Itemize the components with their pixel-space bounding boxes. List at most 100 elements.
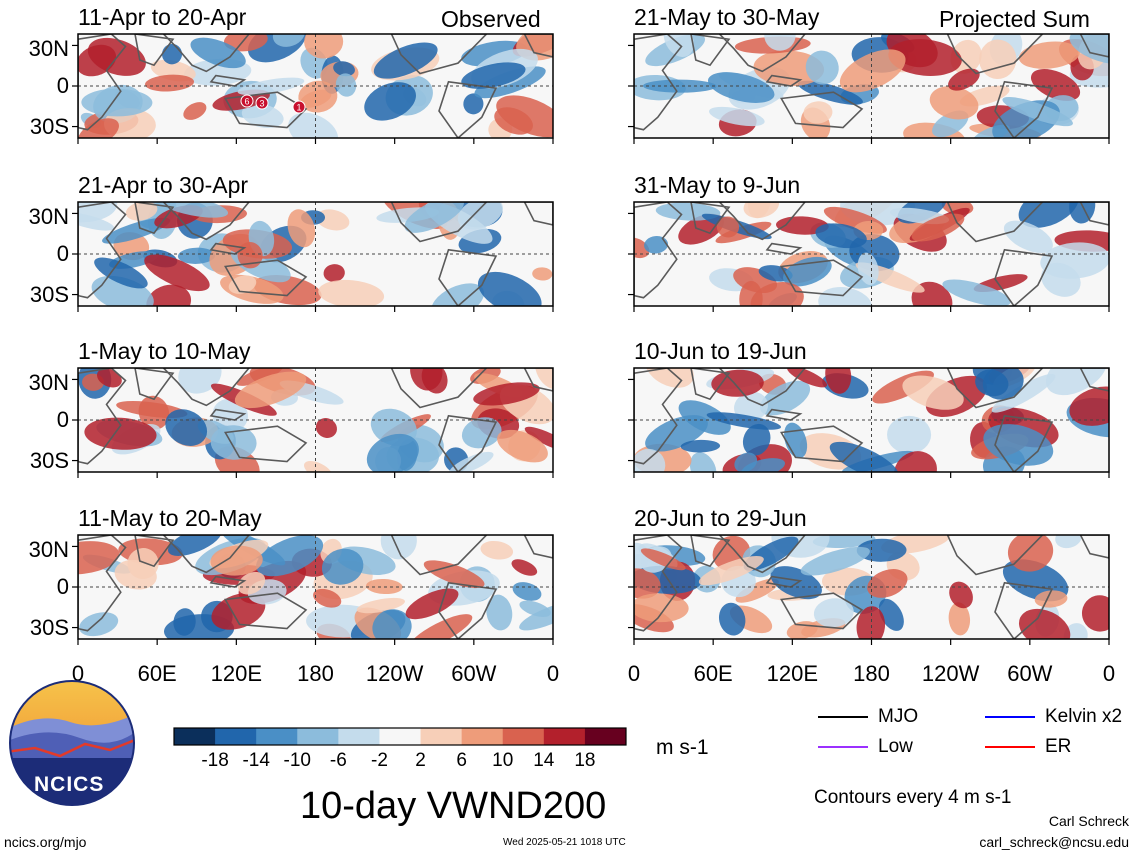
- main-title: 10-day VWND200: [300, 785, 607, 827]
- anomaly-blob: [825, 368, 852, 394]
- anomaly-blob: [640, 548, 686, 571]
- anomaly-blob: [234, 371, 307, 409]
- map-panel-3: [72, 367, 554, 478]
- anomaly-blob: [496, 95, 553, 138]
- anomaly-blob: [867, 569, 908, 598]
- colorbar-swatch: [297, 728, 339, 745]
- lon-label: 60E: [137, 661, 177, 686]
- anomaly-blob: [764, 34, 796, 51]
- anomaly-blob: [78, 202, 118, 223]
- anomaly-blob: [287, 209, 316, 248]
- lon-label: 60W: [1007, 661, 1053, 686]
- coastline: [523, 202, 553, 226]
- coastline: [946, 535, 1044, 576]
- map-panel-4: [72, 534, 554, 645]
- lat-label: 30N: [28, 370, 69, 395]
- map-panel-2: [72, 201, 554, 312]
- legend-kelvin-label: Kelvin x2: [1045, 706, 1123, 727]
- footer-email[interactable]: carl_schreck@ncsu.edu: [979, 834, 1129, 850]
- anomaly-blob: [734, 391, 768, 422]
- footer-url[interactable]: ncics.org/mjo: [4, 834, 87, 850]
- colorbar-swatch: [502, 728, 545, 745]
- anomaly-blob: [197, 419, 234, 444]
- anomaly-blob: [979, 39, 1017, 80]
- anomaly-blob: [313, 588, 342, 608]
- anomaly-blob: [948, 602, 971, 636]
- colorbar-tick-label: 6: [456, 750, 467, 771]
- anomaly-blob: [1018, 202, 1079, 228]
- anomaly-blob: [356, 597, 405, 614]
- map-panel-7: [628, 367, 1110, 478]
- coastline: [390, 202, 488, 243]
- coastline: [634, 202, 683, 299]
- panel-title: 11-Apr to 20-Apr: [78, 4, 247, 30]
- anomaly-blob: [634, 448, 666, 472]
- colorbar-tick-label: -18: [201, 750, 229, 771]
- anomaly-blob: [532, 267, 553, 281]
- coastline: [438, 581, 498, 639]
- coastline: [162, 202, 251, 241]
- coastline: [634, 34, 683, 131]
- anomaly-blob: [405, 588, 459, 620]
- anomaly-blob: [423, 560, 485, 589]
- anomaly-blob: [372, 609, 412, 639]
- colorbar-swatch: [461, 728, 504, 745]
- colorbar-tick-label: -6: [329, 750, 347, 771]
- contour-note: Contours every 4 m s-1: [814, 787, 1012, 808]
- anomaly-blob: [178, 368, 222, 394]
- coastline: [994, 581, 1054, 639]
- anomaly-blob: [911, 213, 965, 242]
- anomaly-blob: [288, 112, 339, 138]
- legend-er-label: ER: [1045, 736, 1072, 757]
- coastline: [162, 368, 251, 407]
- colorbar-swatch: [256, 728, 298, 745]
- anomaly-blob: [759, 380, 811, 416]
- storm-marker: [292, 100, 306, 114]
- anomaly-blob: [315, 418, 337, 438]
- anomaly-blob: [929, 86, 979, 120]
- anomaly-blob: [145, 74, 195, 92]
- storm-marker-label: 1: [296, 103, 301, 113]
- legend-mjo-label: MJO: [878, 706, 919, 727]
- anomaly-blob: [742, 423, 771, 456]
- anomaly-blob: [463, 93, 484, 115]
- coastline: [134, 202, 175, 235]
- anomaly-blob: [1002, 96, 1073, 127]
- anomaly-blob: [839, 49, 906, 93]
- anomaly-blob: [304, 34, 344, 59]
- anomaly-blob: [734, 452, 758, 472]
- coastline: [718, 535, 807, 574]
- anomaly-blob: [461, 417, 502, 449]
- anomaly-blob: [102, 217, 171, 244]
- coastline: [718, 202, 807, 241]
- panel-title: 1-May to 10-May: [78, 338, 251, 364]
- anomaly-blob: [856, 538, 907, 562]
- anomaly-blob: [241, 103, 284, 128]
- coastline: [994, 248, 1054, 306]
- coastline: [946, 368, 1044, 409]
- anomaly-blob: [644, 236, 669, 254]
- anomaly-blob: [1063, 623, 1088, 639]
- coastline: [162, 535, 251, 574]
- lat-label: 30N: [28, 36, 69, 61]
- anomaly-blob: [991, 374, 1056, 413]
- coastline: [946, 34, 1044, 75]
- anomaly-blob: [304, 460, 333, 472]
- colorbar-swatch: [215, 728, 257, 745]
- lon-label: 0: [546, 661, 560, 686]
- coastline: [390, 368, 488, 409]
- anomaly-blob: [144, 254, 210, 292]
- coastline: [134, 535, 175, 568]
- anomaly-blob: [887, 415, 932, 454]
- anomaly-blob: [739, 280, 763, 306]
- anomaly-blob: [949, 581, 973, 609]
- coastline: [78, 535, 127, 632]
- anomaly-blob: [318, 279, 385, 306]
- coastline: [162, 34, 251, 73]
- anomaly-blob: [709, 106, 765, 127]
- anomaly-blob: [323, 264, 345, 282]
- coastline: [780, 91, 864, 129]
- anomaly-blob: [480, 540, 514, 560]
